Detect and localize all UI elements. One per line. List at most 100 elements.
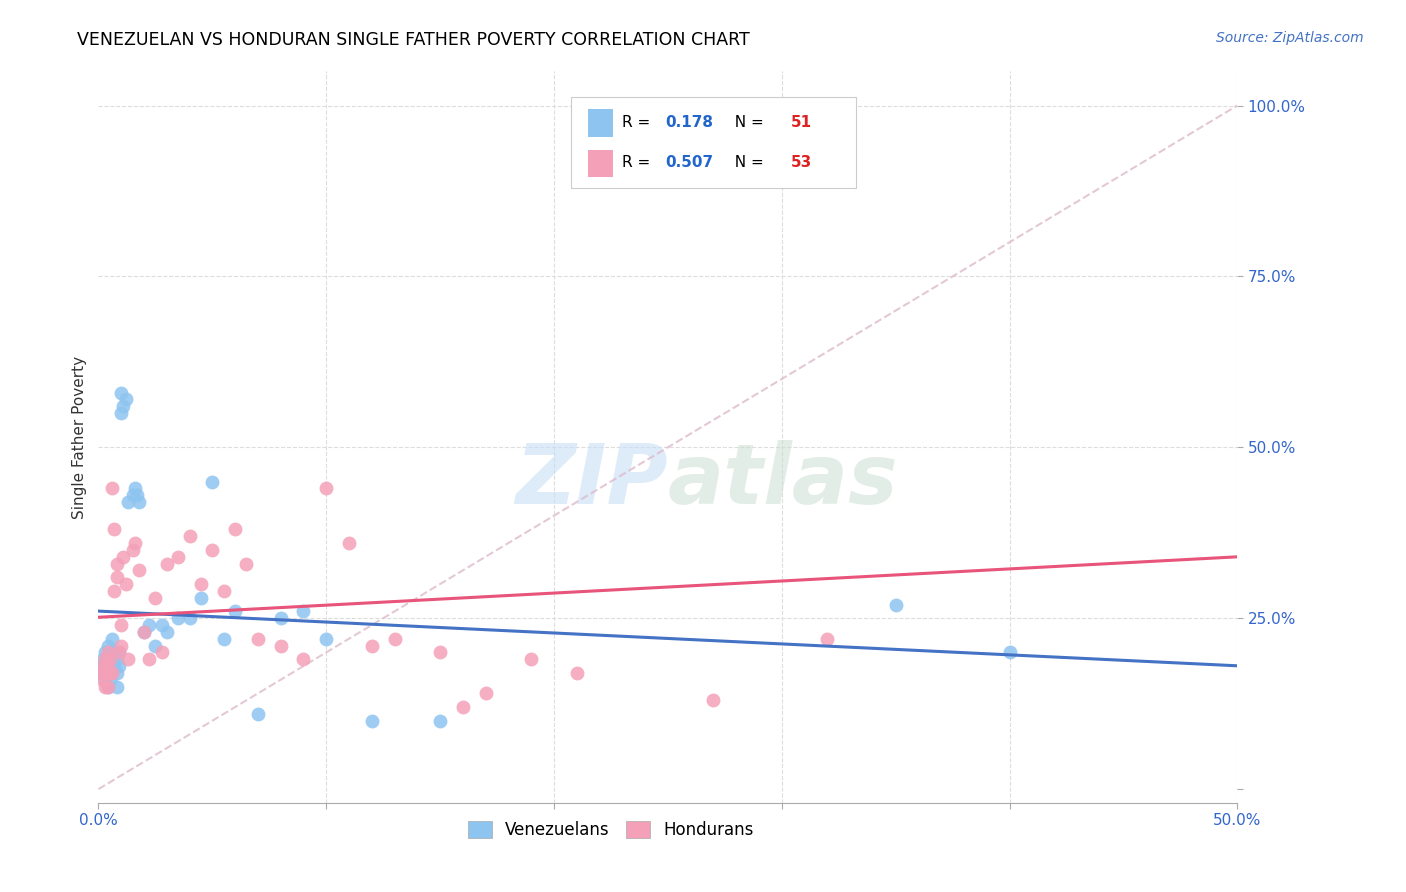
Point <box>117 495 139 509</box>
Point <box>110 406 132 420</box>
Point <box>815 632 838 646</box>
Point <box>94 680 117 694</box>
Point <box>91 673 114 687</box>
Point <box>105 570 128 584</box>
Point <box>337 536 360 550</box>
Point <box>98 673 121 687</box>
Point <box>124 536 146 550</box>
Point <box>96 680 118 694</box>
Point <box>105 557 128 571</box>
Point <box>112 400 135 414</box>
Point <box>190 577 212 591</box>
Text: N =: N = <box>725 115 769 130</box>
Point <box>132 624 155 639</box>
Point <box>179 611 201 625</box>
Text: atlas: atlas <box>668 441 898 522</box>
Point <box>565 665 588 680</box>
FancyBboxPatch shape <box>588 110 613 137</box>
FancyBboxPatch shape <box>588 150 613 178</box>
Point <box>124 481 146 495</box>
Point <box>190 591 212 605</box>
Point <box>121 542 143 557</box>
Point <box>110 618 132 632</box>
Point <box>108 645 131 659</box>
Text: 53: 53 <box>790 155 813 170</box>
Point <box>98 652 121 666</box>
Point <box>91 652 114 666</box>
Point <box>101 665 124 680</box>
Point <box>451 700 474 714</box>
Point <box>128 563 150 577</box>
Point <box>292 604 315 618</box>
Point <box>474 686 496 700</box>
Point <box>103 522 125 536</box>
Point <box>96 645 118 659</box>
Point <box>96 665 118 680</box>
Point <box>94 665 117 680</box>
Point <box>270 639 292 653</box>
Text: Source: ZipAtlas.com: Source: ZipAtlas.com <box>1216 31 1364 45</box>
Point <box>167 611 190 625</box>
Point <box>105 665 128 680</box>
Point <box>150 645 173 659</box>
Point <box>138 618 160 632</box>
Text: VENEZUELAN VS HONDURAN SINGLE FATHER POVERTY CORRELATION CHART: VENEZUELAN VS HONDURAN SINGLE FATHER POV… <box>77 31 749 49</box>
Legend: Venezuelans, Hondurans: Venezuelans, Hondurans <box>461 814 761 846</box>
Point <box>90 659 112 673</box>
Point <box>138 652 160 666</box>
Point <box>292 652 315 666</box>
Point <box>127 488 149 502</box>
Point <box>98 645 121 659</box>
Point <box>224 522 246 536</box>
Point <box>246 632 269 646</box>
Point <box>634 153 657 168</box>
Point <box>360 714 382 728</box>
Point <box>132 624 155 639</box>
Point <box>98 665 121 680</box>
Point <box>108 645 131 659</box>
Point <box>91 665 114 680</box>
Point <box>884 598 907 612</box>
Point <box>110 639 132 653</box>
Point <box>103 645 125 659</box>
Point <box>108 659 131 673</box>
Point <box>103 659 125 673</box>
Point <box>702 693 724 707</box>
Point <box>96 680 118 694</box>
Point <box>110 385 132 400</box>
Point <box>246 706 269 721</box>
Point <box>212 583 235 598</box>
Point <box>315 632 337 646</box>
Point <box>128 495 150 509</box>
Point <box>429 714 451 728</box>
Point <box>96 652 118 666</box>
Y-axis label: Single Father Poverty: Single Father Poverty <box>72 356 87 518</box>
Point <box>105 652 128 666</box>
Point <box>201 475 224 489</box>
Point <box>156 624 179 639</box>
Point <box>94 652 117 666</box>
Point <box>520 652 543 666</box>
Point <box>94 645 117 659</box>
Point <box>98 659 121 673</box>
Point <box>96 639 118 653</box>
Text: 0.507: 0.507 <box>665 155 714 170</box>
Point <box>235 557 257 571</box>
Point <box>101 665 124 680</box>
Text: 51: 51 <box>790 115 813 130</box>
Point <box>112 549 135 564</box>
Point <box>212 632 235 646</box>
Point <box>117 652 139 666</box>
Point <box>91 659 114 673</box>
Point <box>96 659 118 673</box>
Point <box>150 618 173 632</box>
Text: N =: N = <box>725 155 769 170</box>
Point <box>101 632 124 646</box>
Point <box>201 542 224 557</box>
Text: R =: R = <box>623 115 655 130</box>
Point <box>360 639 382 653</box>
Point <box>224 604 246 618</box>
Point <box>384 632 406 646</box>
Point <box>101 481 124 495</box>
Point <box>94 659 117 673</box>
